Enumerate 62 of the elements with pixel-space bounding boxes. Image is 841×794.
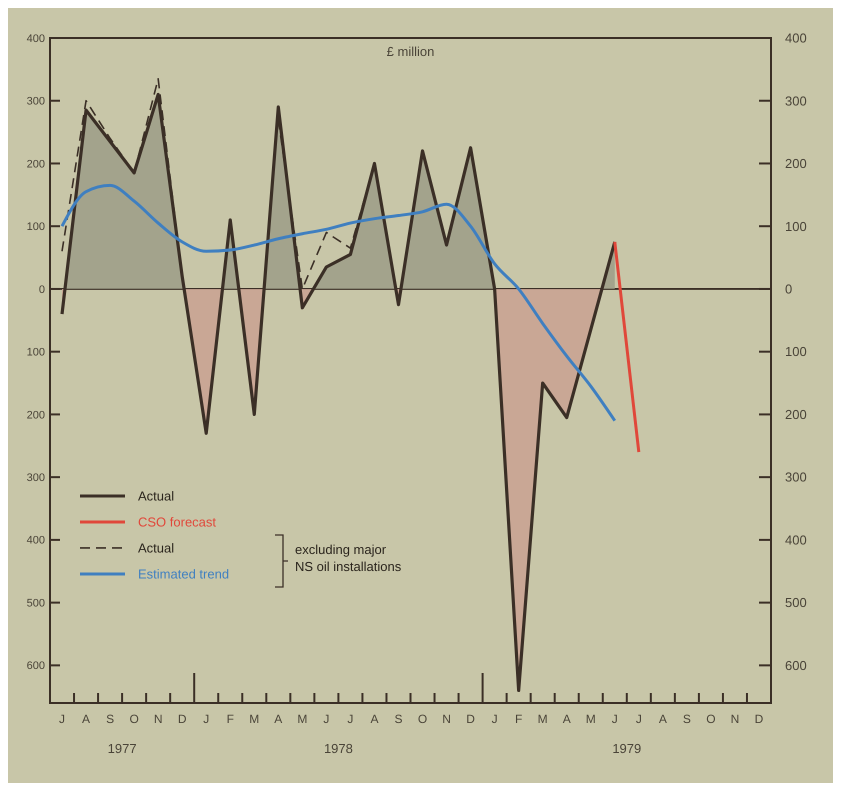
y2-tick-label: 300 xyxy=(785,470,807,485)
x-tick-label: A xyxy=(274,712,282,726)
text: 1978 xyxy=(324,741,353,756)
legend-label: Actual xyxy=(138,488,174,504)
x-tick-label: S xyxy=(682,712,691,726)
x-tick-label: M xyxy=(297,712,308,726)
y-tick-label: 400 xyxy=(26,32,45,45)
y-tick-label: 100 xyxy=(26,346,45,359)
legend-label: CSO forecast xyxy=(138,514,216,530)
x-tick-label: A xyxy=(658,712,667,726)
text: 1977 xyxy=(108,741,137,756)
x-tick-label: F xyxy=(226,712,234,726)
x-tick-label: J xyxy=(203,712,210,726)
legend-label: Estimated trend xyxy=(138,566,230,582)
x-tick-label: D xyxy=(178,712,187,726)
x-tick-label: F xyxy=(514,712,522,726)
y-tick-label: 500 xyxy=(26,597,45,610)
x-tick-label: O xyxy=(418,712,428,726)
y-tick-label: 0 xyxy=(38,284,45,296)
y-tick-label: 300 xyxy=(26,96,45,108)
line-series xyxy=(60,184,616,422)
y-tick-label: 300 xyxy=(26,472,45,484)
x-tick-label: A xyxy=(562,712,571,726)
x-tick-label: S xyxy=(106,712,114,726)
legend-label: Actual xyxy=(138,540,174,556)
y-axis-title: £ million xyxy=(386,44,434,59)
y2-tick-label: 300 xyxy=(785,93,807,108)
y-tick-label: 200 xyxy=(26,158,45,170)
x-tick-label: N xyxy=(442,712,451,726)
x-tick-label: D xyxy=(466,712,476,726)
x-tick-label: J xyxy=(636,712,642,726)
x-tick-label: O xyxy=(706,712,716,726)
y-tick-label: 400 xyxy=(26,534,45,547)
x-tick-label: O xyxy=(129,712,139,726)
y-tick-label: 100 xyxy=(26,221,45,234)
x-tick-label: J xyxy=(347,712,354,726)
x-tick-label: J xyxy=(612,712,618,726)
x-tick-label: N xyxy=(154,712,162,726)
y2-tick-label: 500 xyxy=(785,595,807,610)
y2-tick-label: 600 xyxy=(785,658,807,673)
y2-tick-label: 400 xyxy=(785,532,807,548)
y2-tick-label: 200 xyxy=(785,156,807,172)
x-tick-label: J xyxy=(492,712,498,726)
y2-tick-label: 100 xyxy=(785,344,807,360)
x-tick-label: S xyxy=(394,712,402,726)
x-tick-label: J xyxy=(323,712,330,726)
y2-tick-label: 100 xyxy=(785,218,807,234)
x-tick-label: M xyxy=(249,712,260,726)
x-tick-label: M xyxy=(586,712,596,726)
y2-tick-label: 0 xyxy=(785,281,792,296)
x-tick-label: A xyxy=(370,712,378,726)
text: 1979 xyxy=(612,741,642,756)
x-tick-label: J xyxy=(59,712,66,726)
y-tick-label: 200 xyxy=(26,409,45,422)
annotation: excluding major NS oil installations xyxy=(295,542,402,574)
x-tick-label: D xyxy=(754,712,764,726)
x-tick-label: M xyxy=(538,712,548,726)
y-tick-label: 600 xyxy=(26,660,45,672)
y2-tick-label: 200 xyxy=(785,406,807,422)
y2-tick-label: 400 xyxy=(785,30,807,46)
x-tick-label: N xyxy=(730,712,740,726)
x-tick-label: A xyxy=(82,712,90,726)
